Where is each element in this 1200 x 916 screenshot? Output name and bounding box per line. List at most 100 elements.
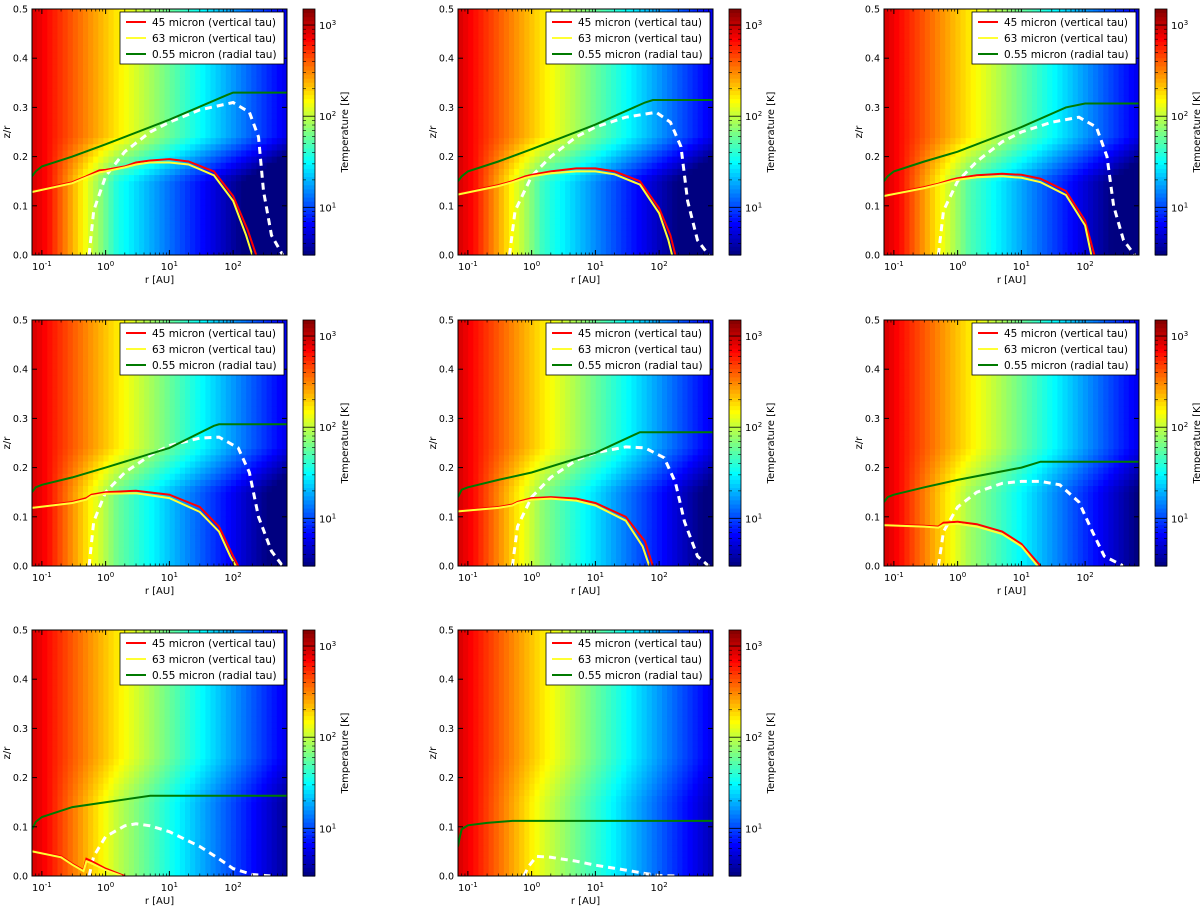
y-tick-label: 0.0 [439,872,454,883]
colorbar-tick-label: 102 [319,110,336,123]
legend-entry: 63 micron (vertical tau) [578,654,702,666]
y-tick-label: 0.5 [439,316,454,327]
y-tick-label: 0.0 [865,251,880,262]
y-tick-label: 0.2 [865,463,880,474]
y-tick-label: 0.1 [13,201,28,212]
legend-entry: 45 micron (vertical tau) [578,638,702,650]
colorbar-tick-label: 102 [319,421,336,434]
x-tick-label: 102 [225,571,242,584]
y-tick-label: 0.3 [13,103,28,114]
y-tick-label: 0.5 [13,5,28,16]
y-tick-label: 0.4 [439,365,454,376]
y-axis-label: z/r [854,436,865,450]
colorbar-tick-label: 103 [745,19,762,32]
x-tick-label: 100 [949,260,966,273]
y-tick-label: 0.2 [439,152,454,163]
y-tick-label: 0.0 [865,562,880,573]
colorbar-tick-label: 101 [745,512,762,525]
y-tick-label: 0.2 [13,152,28,163]
y-tick-label: 0.1 [865,512,880,523]
x-tick-label: 101 [161,571,178,584]
x-tick-label: 100 [97,881,114,894]
colorbar-label: Temperature [K] [1192,91,1200,173]
y-tick-label: 0.2 [13,773,28,784]
y-tick-label: 0.4 [439,54,454,65]
legend: 45 micron (vertical tau)63 micron (verti… [546,12,710,64]
x-tick-label: 102 [1077,260,1094,273]
y-tick-label: 0.0 [439,562,454,573]
y-tick-label: 0.5 [439,626,454,637]
x-tick-label: 102 [225,881,242,894]
y-tick-label: 0.4 [13,54,28,65]
x-tick-label: 10-1 [32,571,52,584]
colorbar-tick-label: 102 [745,421,762,434]
x-axis-label: r [AU] [571,275,600,286]
y-tick-label: 0.0 [13,872,28,883]
colorbar-tick-label: 102 [745,110,762,123]
y-tick-label: 0.2 [865,152,880,163]
x-tick-label: 101 [587,881,604,894]
y-tick-label: 0.2 [439,463,454,474]
legend: 45 micron (vertical tau)63 micron (verti… [546,323,710,375]
y-axis-label: z/r [854,125,865,139]
legend: 45 micron (vertical tau)63 micron (verti… [972,323,1136,375]
colorbar-tick-label: 103 [745,640,762,653]
x-tick-label: 10-1 [884,260,904,273]
x-axis-label: r [AU] [997,275,1026,286]
colorbar-label: Temperature [K] [340,712,351,794]
y-tick-label: 0.3 [439,414,454,425]
x-axis-label: r [AU] [145,586,174,597]
x-tick-label: 101 [587,260,604,273]
y-tick-label: 0.3 [865,414,880,425]
legend-entry: 45 micron (vertical tau) [152,638,276,650]
y-tick-label: 0.5 [13,626,28,637]
colorbar-tick-label: 102 [1171,421,1188,434]
colorbar: 101 102 103 Temperature [K] [303,320,351,567]
y-tick-label: 0.1 [439,822,454,833]
y-tick-label: 0.4 [865,54,880,65]
y-tick-label: 0.1 [439,201,454,212]
y-tick-label: 0.3 [439,724,454,735]
x-tick-label: 102 [225,260,242,273]
x-tick-label: 101 [1013,571,1030,584]
colorbar-label: Temperature [K] [340,91,351,173]
legend-entry: 0.55 micron (radial tau) [1004,360,1129,372]
legend: 45 micron (vertical tau) 63 micron (verti… [546,633,710,685]
x-tick-label: 10-1 [32,260,52,273]
colorbar-tick-label: 101 [1171,512,1188,525]
colorbar-tick-label: 101 [745,822,762,835]
legend-entry: 0.55 micron (radial tau) [152,360,277,372]
y-tick-label: 0.5 [865,316,880,327]
x-tick-label: 100 [523,881,540,894]
y-axis-label: z/r [2,746,13,760]
colorbar-label: Temperature [K] [340,402,351,484]
x-axis-label: r [AU] [997,586,1026,597]
x-axis-label: r [AU] [571,896,600,907]
x-tick-label: 102 [651,260,668,273]
colorbar-tick-label: 102 [745,731,762,744]
legend-entry: 63 micron (vertical tau) [152,344,276,356]
colorbar-tick-label: 103 [319,330,336,343]
y-axis-label: z/r [2,125,13,139]
colorbar-tick-label: 101 [319,512,336,525]
legend-entry: 0.55 micron (radial tau) [578,670,703,682]
colorbar-tick-label: 103 [1171,330,1188,343]
x-tick-label: 101 [587,571,604,584]
x-tick-label: 10-1 [458,260,478,273]
colorbar-tick-label: 103 [319,640,336,653]
legend-entry: 45 micron (vertical tau) [1004,17,1128,29]
y-tick-label: 0.5 [439,5,454,16]
legend-entry: 63 micron (vertical tau) [578,33,702,45]
y-tick-label: 0.3 [13,414,28,425]
x-tick-label: 101 [1013,260,1030,273]
y-tick-label: 0.2 [13,463,28,474]
legend: 45 micron (vertical tau)63 micron (verti… [120,12,284,64]
